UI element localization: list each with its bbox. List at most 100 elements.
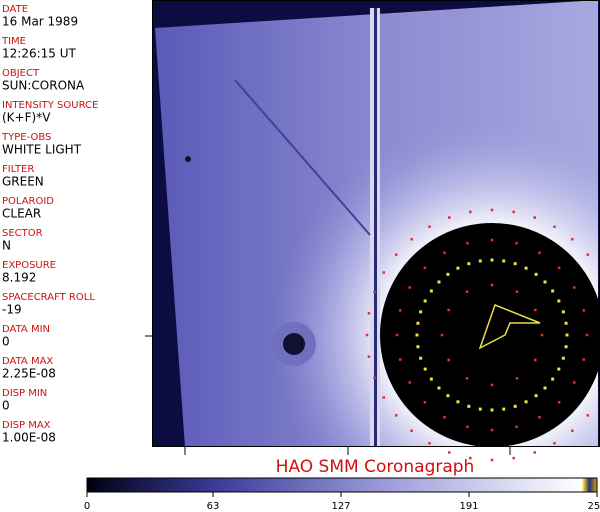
colorbar-tick-label: 63 xyxy=(207,501,220,512)
overlay-dot xyxy=(419,310,423,314)
overlay-dot xyxy=(398,358,402,361)
colorbar xyxy=(86,477,598,493)
overlay-dot xyxy=(534,358,537,362)
overlay-dot xyxy=(367,312,371,315)
field-label: DATE xyxy=(2,4,28,15)
field-value: (K+F)*V xyxy=(2,111,51,125)
overlay-dot xyxy=(447,358,450,362)
overlay-dot xyxy=(490,408,494,412)
overlay-dot xyxy=(415,333,419,337)
overlay-dot xyxy=(515,377,519,380)
overlay-dot xyxy=(512,210,515,214)
field-label: DISP MAX xyxy=(2,420,51,431)
overlay-dot xyxy=(423,367,427,371)
field-value: 8.192 xyxy=(2,271,36,285)
overlay-dot xyxy=(410,237,413,241)
artifact xyxy=(185,156,191,162)
overlay-dot xyxy=(394,253,398,256)
overlay-dot xyxy=(513,262,517,266)
overlay-dot xyxy=(557,367,561,371)
overlay-dot xyxy=(428,442,431,445)
artifact xyxy=(283,333,305,355)
overlay-dot xyxy=(429,289,433,293)
overlay-dot xyxy=(502,407,506,411)
field-label: DISP MIN xyxy=(2,388,47,399)
occulter xyxy=(380,223,600,447)
overlay-dot xyxy=(478,259,482,263)
field-label: POLAROID xyxy=(2,196,54,207)
overlay-dot xyxy=(437,386,441,390)
overlay-dot xyxy=(551,377,555,381)
overlay-dot xyxy=(582,358,586,361)
overlay-dot xyxy=(553,442,556,445)
field-value: 1.00E-08 xyxy=(2,431,56,445)
overlay-dot xyxy=(382,396,385,399)
field-value: SUN:CORONA xyxy=(2,79,85,93)
overlay-dot xyxy=(533,216,537,219)
overlay-dots xyxy=(365,208,600,462)
overlay-dot xyxy=(446,394,450,398)
field-label: DATA MIN xyxy=(2,324,50,335)
overlay-dot xyxy=(571,237,574,241)
overlay-dot xyxy=(456,400,460,404)
overlay-dot xyxy=(490,283,494,287)
overlay-dot xyxy=(490,208,494,212)
overlay-dot xyxy=(573,286,576,289)
overlay-dot xyxy=(490,238,494,242)
field-label: INTENSITY SOURCE xyxy=(2,100,98,111)
field-label: FILTER xyxy=(2,164,34,175)
overlay-dot xyxy=(447,216,451,219)
overlay-dot xyxy=(467,404,471,408)
field-label: SPACECRAFT ROLL xyxy=(2,292,95,303)
field-label: SECTOR xyxy=(2,228,43,239)
field-label: DATA MAX xyxy=(2,356,53,367)
field-label: EXPOSURE xyxy=(2,260,56,271)
overlay-dot xyxy=(564,321,568,325)
overlay-dot xyxy=(557,400,561,404)
overlay-dot xyxy=(557,299,561,303)
overlay-dot xyxy=(515,241,518,245)
overlay-dot xyxy=(465,290,469,293)
overlay-dot xyxy=(456,266,460,270)
overlay-dot xyxy=(447,451,451,454)
overlay-dot xyxy=(561,310,565,314)
overlay-dot xyxy=(447,308,450,312)
overlay-dot xyxy=(429,377,433,381)
overlay-dot xyxy=(490,383,494,387)
overlay-dot xyxy=(443,416,446,419)
overlay-dot xyxy=(465,377,469,380)
overlay-dot xyxy=(534,308,537,312)
overlay-dot xyxy=(398,309,402,312)
field-value: WHITE LIGHT xyxy=(2,143,82,157)
overlay-dot xyxy=(408,286,411,289)
streak xyxy=(234,79,371,236)
colorbar-tick-label: 191 xyxy=(459,501,478,512)
field-value: 0 xyxy=(2,335,10,349)
overlay-dot xyxy=(490,458,494,462)
overlay-dot xyxy=(585,333,589,337)
field-value: CLEAR xyxy=(2,207,41,221)
overlay-dot xyxy=(534,394,538,398)
overlay-dot xyxy=(543,280,547,284)
overlay-dot xyxy=(478,407,482,411)
overlay-dot xyxy=(373,290,376,294)
overlay-dot xyxy=(382,271,385,274)
overlay-dot xyxy=(394,414,398,417)
overlay-dot xyxy=(469,456,472,460)
overlay-dot xyxy=(533,451,537,454)
overlay-dot xyxy=(490,428,494,432)
overlay-dot xyxy=(538,416,541,419)
overlay-dot xyxy=(365,333,369,337)
overlay-dot xyxy=(543,386,547,390)
overlay-dot xyxy=(582,309,586,312)
overlay-dot xyxy=(443,251,446,254)
overlay-dot xyxy=(571,429,574,433)
overlay-dot xyxy=(437,280,441,284)
overlay-dot xyxy=(540,333,544,337)
overlay-dot xyxy=(416,321,420,325)
overlay-dot xyxy=(538,251,541,254)
field-value: 16 Mar 1989 xyxy=(2,15,78,29)
overlay-dot xyxy=(446,272,450,276)
overlay-dot xyxy=(428,225,431,228)
